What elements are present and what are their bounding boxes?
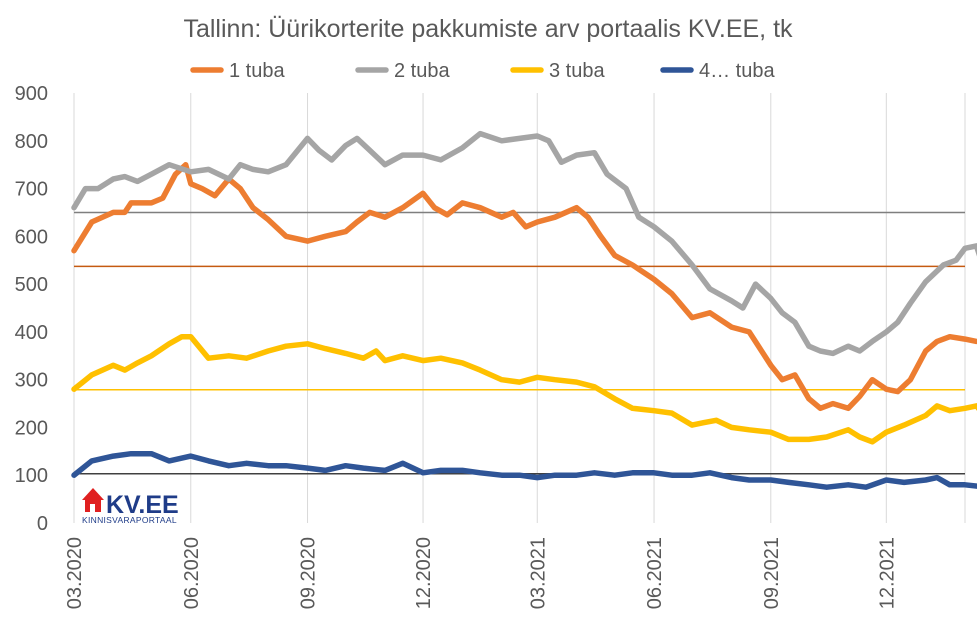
legend-label-3-tuba: 3 tuba — [549, 60, 605, 82]
series-line-2-tuba — [71, 130, 977, 357]
legend-label-1-tuba: 1 tuba — [229, 60, 285, 82]
kv-ee-logo: KV.EE KINNISVARAPORTAAL — [82, 488, 179, 525]
house-icon — [82, 488, 104, 512]
legend-item-3-tuba: 3 tuba — [510, 60, 605, 82]
x-axis-ticks: 03.2020 06.2020 09.2020 12.2020 03.2021 06.20… — [64, 537, 898, 609]
x-tick-label-12-2021: 12.2021 — [876, 537, 898, 609]
legend-label-2-tuba: 2 tuba — [394, 60, 450, 82]
legend-item-1-tuba: 1 tuba — [190, 60, 285, 82]
y-tick-label-900: 900 — [15, 83, 48, 105]
gridlines — [73, 93, 966, 523]
y-tick-label-200: 200 — [15, 417, 48, 439]
x-tick-label-03-2020: 03.2020 — [64, 537, 86, 609]
series-line-4-tuba — [71, 450, 977, 490]
series-line-3-tuba — [71, 333, 977, 445]
logo-name: KV.EE — [106, 491, 179, 519]
legend-item-2-tuba: 2 tuba — [355, 60, 450, 82]
x-tick-label-03-2021: 03.2021 — [527, 537, 549, 609]
y-tick-label-600: 600 — [15, 226, 48, 248]
legend: 1 tuba 2 tuba 3 tuba 4… tuba — [190, 60, 775, 82]
y-axis-ticks: 0 100 200 300 400 500 600 700 800 900 — [15, 83, 48, 535]
y-tick-label-100: 100 — [15, 465, 48, 487]
y-tick-label-300: 300 — [15, 370, 48, 392]
legend-label-4-tuba: 4… tuba — [699, 60, 775, 82]
series-line-1-tuba — [71, 161, 977, 412]
series-lines — [71, 130, 977, 490]
logo-tagline: KINNISVARAPORTAAL — [82, 515, 177, 525]
x-tick-label-09-2020: 09.2020 — [298, 537, 320, 609]
y-tick-label-800: 800 — [15, 131, 48, 153]
x-tick-label-06-2020: 06.2020 — [181, 537, 203, 609]
y-tick-label-700: 700 — [15, 179, 48, 201]
x-tick-label-12-2020: 12.2020 — [413, 537, 435, 609]
y-tick-label-400: 400 — [15, 322, 48, 344]
x-tick-label-06-2021: 06.2021 — [644, 537, 666, 609]
legend-item-4-tuba: 4… tuba — [660, 60, 775, 82]
y-tick-label-0: 0 — [37, 513, 48, 535]
chart-title: Tallinn: Üürikorterite pakkumiste arv po… — [183, 15, 793, 43]
y-tick-label-500: 500 — [15, 274, 48, 296]
x-tick-label-09-2021: 09.2021 — [761, 537, 783, 609]
